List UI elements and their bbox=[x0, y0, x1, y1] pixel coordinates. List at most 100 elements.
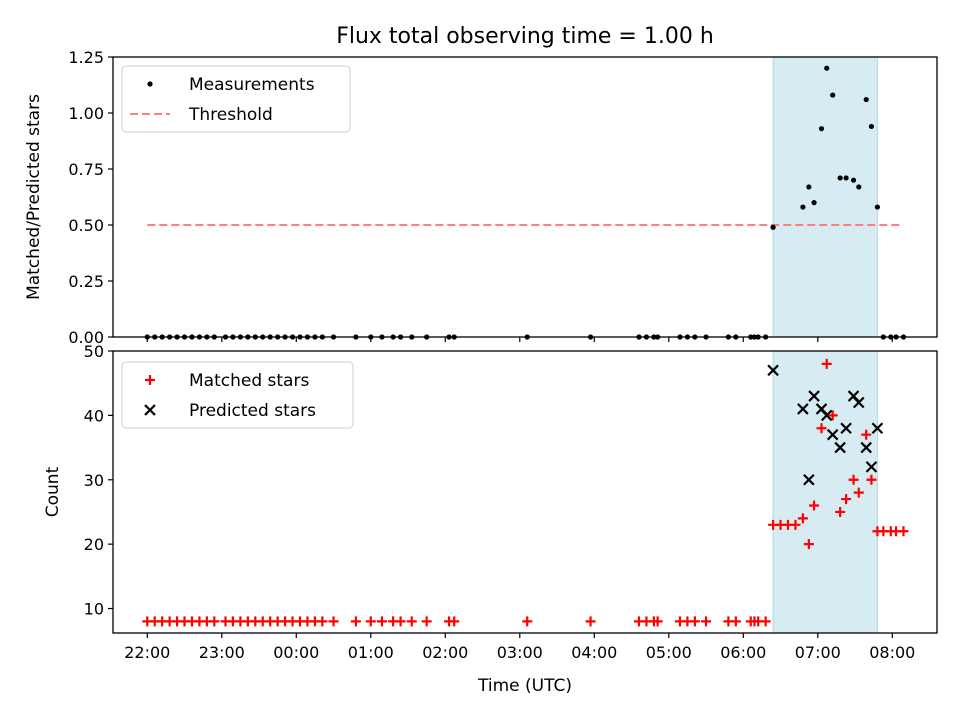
matched-star-point bbox=[803, 539, 814, 550]
predicted-star-point bbox=[820, 409, 833, 422]
matched-star-point bbox=[760, 616, 771, 627]
measurement-point bbox=[863, 96, 869, 103]
legend-measurements-marker bbox=[147, 81, 153, 87]
matched-star-point bbox=[861, 429, 872, 440]
y-tick-label: 0.25 bbox=[68, 272, 104, 291]
matched-star-point bbox=[365, 616, 376, 627]
legend-box bbox=[121, 361, 354, 429]
matched-stars-points bbox=[142, 358, 909, 627]
measurement-point bbox=[811, 200, 817, 206]
matched-star-point bbox=[853, 487, 864, 498]
matched-star-point bbox=[522, 616, 533, 627]
predicted-star-point bbox=[834, 441, 846, 454]
highlight-band bbox=[772, 56, 878, 338]
measurement-point bbox=[874, 204, 880, 210]
measurement-point bbox=[830, 92, 836, 98]
matched-star-point bbox=[449, 616, 460, 627]
y-tick-label: 50 bbox=[84, 342, 104, 361]
y-tick-label: 0.00 bbox=[68, 328, 104, 347]
bottom-panel: 22:00 23:00 00:00 01:00 02:00 03:00 04:00 05:00… bbox=[43, 342, 938, 662]
matched-star-point bbox=[317, 616, 328, 627]
y-tick-label: 0.50 bbox=[68, 216, 104, 235]
predicted-star-point bbox=[860, 441, 872, 454]
matched-star-point bbox=[328, 616, 339, 627]
measurement-point bbox=[806, 184, 812, 190]
measurement-point bbox=[856, 184, 862, 190]
matched-star-point bbox=[421, 616, 432, 627]
legend-box bbox=[121, 65, 351, 133]
predicted-star-point bbox=[852, 396, 865, 409]
matched-star-point bbox=[652, 616, 663, 627]
legend-label: Matched stars bbox=[189, 371, 309, 391]
matched-star-point bbox=[406, 616, 417, 627]
x-tick-label: 03:00 bbox=[497, 643, 543, 662]
matched-star-point bbox=[797, 513, 808, 524]
legend-label: Threshold bbox=[188, 105, 273, 125]
y-tick-label: 40 bbox=[84, 406, 104, 425]
top-axes: 0.00 0.25 0.50 0.75 1.00 1.25 bbox=[68, 48, 938, 347]
bottom-axes: 22:00 23:00 00:00 01:00 02:00 03:00 04:00 05:00… bbox=[84, 342, 938, 662]
measurement-point bbox=[850, 177, 857, 183]
measurement-point bbox=[824, 65, 830, 71]
predicted-star-point bbox=[803, 473, 815, 486]
matched-star-point bbox=[689, 616, 700, 627]
x-tick-label: 05:00 bbox=[646, 643, 692, 662]
predicted-star-point bbox=[826, 428, 839, 441]
matched-star-point bbox=[821, 358, 832, 369]
predicted-stars-points bbox=[767, 364, 884, 486]
axes-frame bbox=[112, 56, 938, 338]
matched-star-point bbox=[898, 526, 909, 537]
legend-predicted-marker bbox=[144, 404, 156, 416]
measurement-point bbox=[868, 123, 875, 130]
predicted-star-point bbox=[840, 422, 852, 435]
matched-star-point bbox=[209, 616, 220, 627]
matched-star-point bbox=[816, 423, 827, 434]
measurement-point bbox=[843, 175, 849, 181]
predicted-star-point bbox=[808, 390, 820, 402]
matched-star-point bbox=[376, 616, 387, 627]
x-tick-label: 04:00 bbox=[571, 643, 617, 662]
matched-star-point bbox=[866, 474, 877, 485]
top-y-axis-label: Matched/Predicted stars bbox=[24, 94, 44, 300]
x-axis-label: Time (UTC) bbox=[477, 676, 572, 696]
matched-star-point bbox=[395, 616, 406, 627]
y-tick-label: 1.00 bbox=[68, 104, 104, 123]
x-tick-label: 02:00 bbox=[422, 643, 468, 662]
chart-title: Flux total observing time = 1.00 h bbox=[336, 24, 714, 49]
predicted-star-point bbox=[871, 422, 884, 435]
matched-star-point bbox=[809, 500, 820, 511]
matched-star-point bbox=[841, 494, 852, 505]
measurement-point bbox=[818, 126, 825, 132]
x-tick-label: 08:00 bbox=[869, 643, 915, 662]
matched-star-point bbox=[730, 616, 741, 627]
predicted-star-point bbox=[767, 364, 779, 377]
matched-star-point bbox=[827, 410, 838, 421]
x-tick-label: 00:00 bbox=[273, 643, 319, 662]
bottom-legend: Matched stars Predicted stars bbox=[121, 361, 354, 429]
legend-label: Measurements bbox=[189, 75, 315, 95]
predicted-star-point bbox=[797, 403, 809, 415]
x-tick-label: 07:00 bbox=[795, 643, 841, 662]
axes-frame bbox=[112, 350, 938, 634]
top-legend: Measurements Threshold bbox=[121, 65, 351, 133]
matched-star-point bbox=[701, 616, 712, 627]
matched-star-point bbox=[350, 616, 361, 627]
y-tick-label: 10 bbox=[84, 600, 104, 619]
matched-star-point bbox=[585, 616, 596, 627]
x-tick-label: 01:00 bbox=[348, 643, 394, 662]
top-panel: 0.00 0.25 0.50 0.75 1.00 1.25 Matched/Predict… bbox=[24, 48, 938, 347]
legend-matched-marker bbox=[145, 375, 155, 385]
y-tick-label: 20 bbox=[84, 535, 104, 554]
matched-star-point bbox=[835, 506, 846, 517]
matched-star-point bbox=[790, 519, 801, 530]
legend-label: Predicted stars bbox=[189, 401, 316, 421]
x-tick-label: 22:00 bbox=[124, 643, 170, 662]
y-tick-label: 30 bbox=[84, 471, 104, 490]
x-tick-label: 23:00 bbox=[199, 643, 245, 662]
y-tick-label: 0.75 bbox=[68, 160, 104, 179]
y-tick-label: 1.25 bbox=[68, 48, 104, 67]
measurement-point bbox=[837, 175, 843, 181]
x-tick-label: 06:00 bbox=[720, 643, 766, 662]
bottom-y-axis-label: Count bbox=[43, 466, 63, 517]
